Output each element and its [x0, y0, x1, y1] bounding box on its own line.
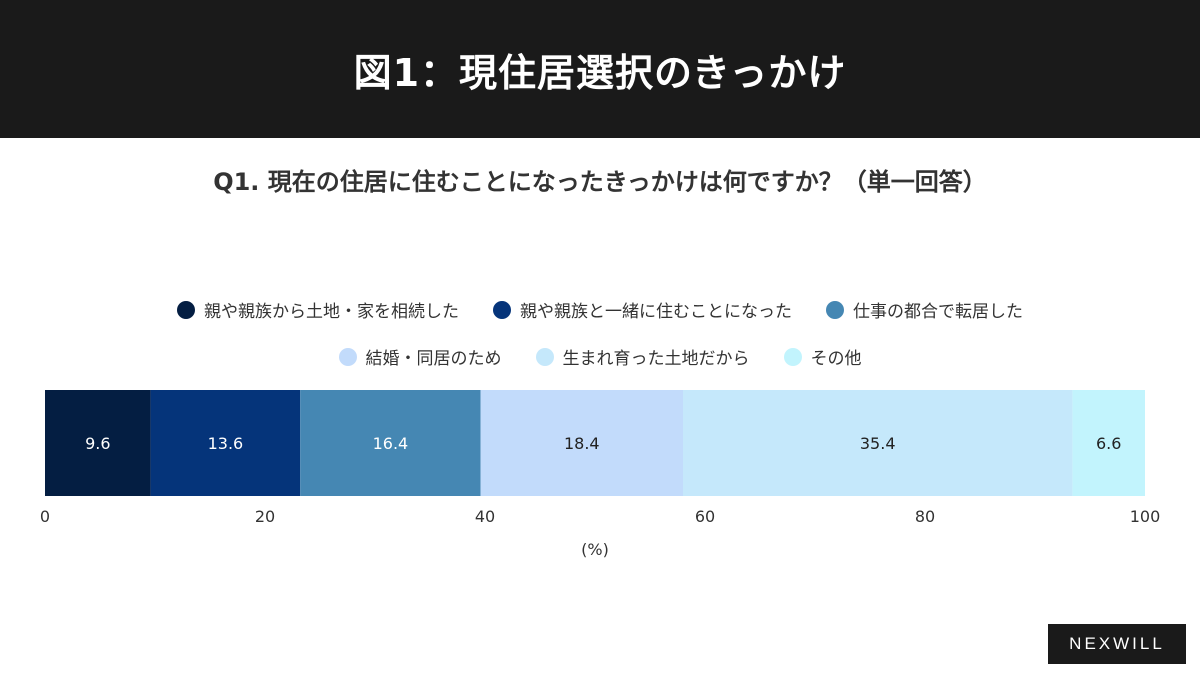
legend-label: 親や親族から土地・家を相続した: [204, 302, 459, 322]
bar-segment: [480, 390, 683, 496]
legend-label: 親や親族と一緒に住むことになった: [520, 302, 792, 322]
bar-segment: [45, 390, 151, 496]
legend-label: その他: [810, 349, 862, 369]
figure-title: 図1：現住居選択のきっかけ: [353, 50, 847, 95]
legend-item: その他: [783, 344, 862, 369]
legend-swatch-icon: [783, 347, 802, 366]
data-label: 18.4: [564, 434, 600, 453]
x-tick-label: 60: [695, 507, 715, 526]
data-label: 6.6: [1096, 434, 1121, 453]
question-text: Q1. 現在の住居に住むことになったきっかけは何ですか？（単一回答）: [213, 168, 987, 196]
bar-segment: [1072, 390, 1145, 496]
header-banner: 図1：現住居選択のきっかけ: [0, 0, 1200, 138]
x-axis-label: (%): [581, 540, 609, 559]
legend-item: 結婚・同居のため: [338, 344, 502, 369]
x-tick-label: 20: [255, 507, 275, 526]
legend-label: 結婚・同居のため: [365, 349, 502, 369]
data-label: 13.6: [208, 434, 244, 453]
legend-item: 親や親族と一緒に住むことになった: [493, 297, 792, 322]
legend-swatch-icon: [177, 300, 195, 319]
bar-segment: [300, 390, 481, 496]
legend-swatch-icon: [826, 300, 844, 319]
stacked-bar-chart: 9.6 13.6 16.4 18.4 35.4 6.6 0 20 40 60 80 100 (%): [40, 390, 1161, 559]
x-tick-label: 100: [1130, 507, 1161, 526]
legend-row-1: 親や親族から土地・家を相続した 親や親族と一緒に住むことになった 仕事の都合で転居し…: [0, 297, 1200, 322]
x-tick-label: 80: [915, 507, 935, 526]
data-label: 16.4: [373, 434, 409, 453]
legend-swatch-icon: [338, 347, 357, 366]
legend-row-2: 結婚・同居のため 生まれ育った土地だから その他: [0, 344, 1200, 369]
brand-logo: NEXWILL: [1048, 624, 1186, 664]
bar-segment: [150, 390, 301, 496]
legend-item: 生まれ育った土地だから: [535, 344, 750, 369]
data-label: 9.6: [85, 434, 110, 453]
legend-label: 仕事の都合で転居した: [853, 302, 1023, 322]
data-label: 35.4: [860, 434, 896, 453]
x-tick-label: 40: [475, 507, 495, 526]
bar-segment: [683, 390, 1073, 496]
x-tick-label: 0: [40, 507, 50, 526]
legend-label: 生まれ育った土地だから: [562, 349, 750, 369]
legend-item: 仕事の都合で転居した: [826, 297, 1023, 322]
legend-swatch-icon: [535, 347, 554, 366]
legend-swatch-icon: [493, 300, 511, 319]
legend-item: 親や親族から土地・家を相続した: [177, 297, 459, 322]
